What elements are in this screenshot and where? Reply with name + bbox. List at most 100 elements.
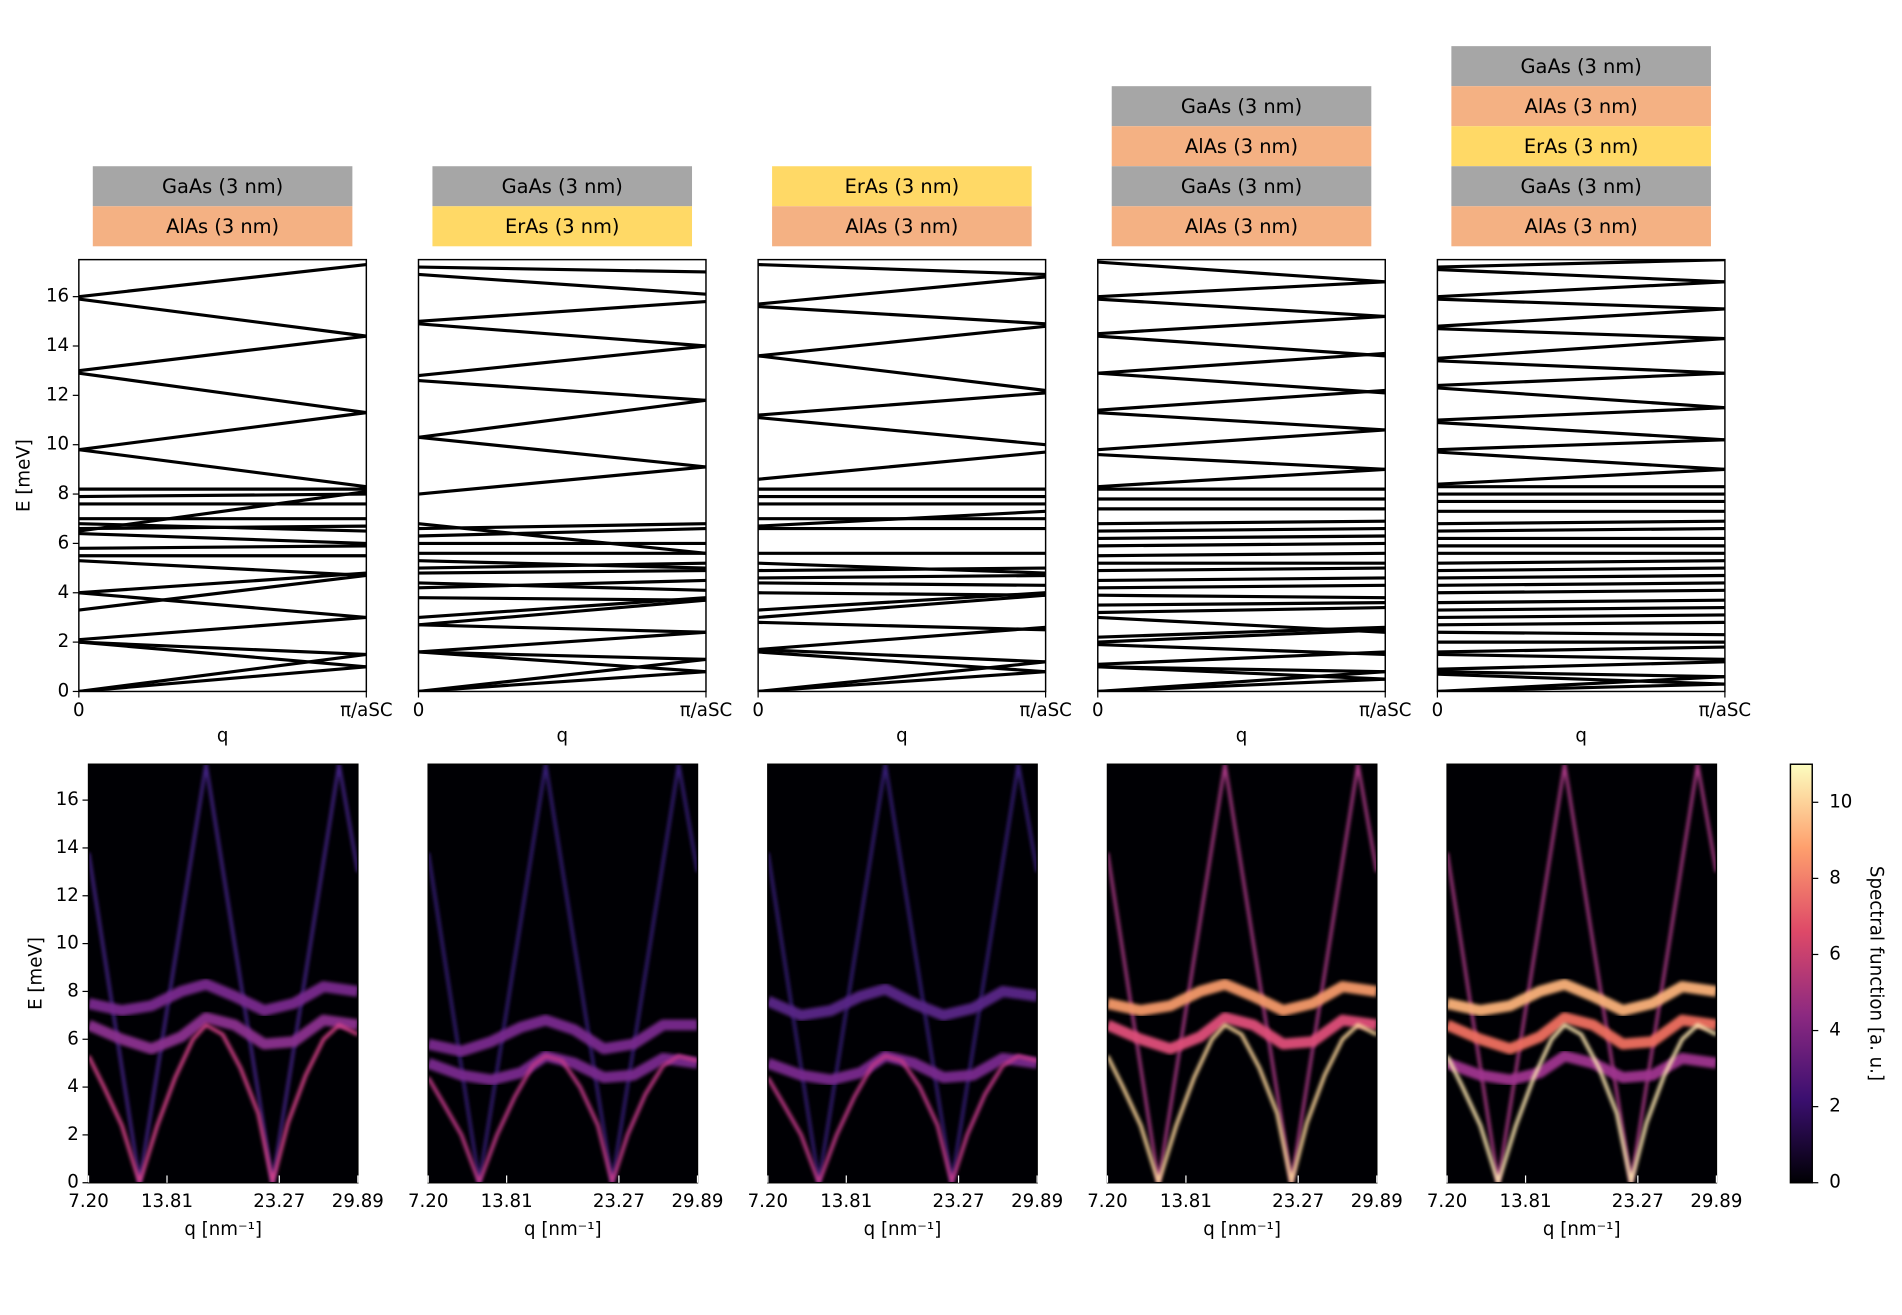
x-tick-label: 0 [1432,700,1444,721]
plot-area [88,764,358,1183]
band-line [78,544,367,550]
plot-area [1437,259,1725,692]
axes-frame [427,763,699,1184]
band-line [1097,260,1386,284]
band-line [1097,601,1386,607]
band-line [1437,598,1725,605]
band-line [78,559,367,578]
layer-label: AlAs (3 nm) [1185,215,1298,238]
y-tick-label: 0 [58,680,70,701]
layer-label: AlAs (3 nm) [1525,215,1638,238]
band-line [418,398,706,439]
band-line [1437,371,1725,388]
band-line [758,450,1046,481]
band-line [1437,675,1725,692]
band-line [1437,660,1725,671]
band-line [1097,411,1386,432]
spectral-feature [1107,978,1377,1017]
band-line [1097,314,1386,336]
colorbar-tick-label: 10 [1829,791,1852,812]
x-axis-label: q [nm⁻¹] [864,1219,942,1240]
layer-box [1451,206,1711,247]
layer-box [92,206,353,247]
x-axis-label: q [217,725,229,746]
band-line [418,578,706,590]
axes-frame [1446,763,1718,1184]
axes-frame [78,258,368,693]
spectral-feature [88,1023,358,1183]
heatmap-background [1447,764,1717,1183]
band-line [418,581,706,592]
axes-frame [757,258,1047,693]
band-line [418,300,706,323]
band-line [1097,670,1386,692]
band-line [758,262,1046,277]
colorbar-tick-label: 6 [1829,943,1841,964]
band-line [1097,351,1386,375]
y-tick-label: 4 [67,1076,79,1097]
plot-area [1097,260,1386,692]
band-line [78,531,367,545]
y-tick-label: 6 [67,1028,79,1049]
axes-frame [767,763,1038,1184]
band-line [1437,630,1725,637]
y-tick-label: 12 [56,885,79,906]
layer-label: GaAs (3 nm) [1521,175,1642,198]
band-line [78,571,367,595]
spectral-feature [428,1054,698,1183]
layer-label: AlAs (3 nm) [166,215,279,238]
layer-label: GaAs (3 nm) [162,175,283,198]
x-tick-label: 23.27 [933,1191,985,1212]
band-line [1097,605,1386,615]
x-tick-label: 23.27 [1272,1191,1324,1212]
band-line [78,640,367,657]
plot-area [758,262,1046,692]
band-line [1097,428,1386,452]
axes-frame [417,258,707,693]
layer-label: ErAs (3 nm) [505,215,620,238]
spectral-feature [767,1054,1038,1183]
axes-frame [1106,763,1378,1184]
y-tick-label: 6 [58,532,70,553]
band-line [758,620,1046,632]
x-axis-label: q [nm⁻¹] [1203,1219,1281,1240]
band-line [78,263,367,299]
plot-area [78,263,367,692]
x-axis-label: q [1236,725,1248,746]
layer-box [1111,86,1372,127]
band-line [1437,450,1725,471]
band-line [78,665,367,692]
band-line [78,371,367,415]
y-tick-label: 16 [56,789,79,810]
x-tick-label: 29.89 [332,1191,384,1212]
band-line [1097,583,1386,590]
band-line [78,615,367,642]
band-line [1437,359,1725,375]
y-axis-label: E [meV] [13,439,34,512]
spectral-feature [88,1012,358,1055]
band-line [78,652,367,692]
band-line [758,660,1046,692]
band-line [758,275,1046,306]
heatmap-background [1107,764,1377,1183]
band-line [1437,605,1725,612]
x-tick-label: 29.89 [1690,1191,1742,1212]
x-axis-label: q [1575,725,1587,746]
band-line [1437,280,1725,299]
x-axis-label: q [nm⁻¹] [184,1219,262,1240]
spectral-feature [1447,1023,1717,1183]
band-line [1437,259,1725,269]
band-line [1097,576,1386,582]
band-line [1437,588,1725,595]
x-tick-label: 13.81 [141,1191,193,1212]
band-line [1097,280,1386,299]
layer-box [432,206,693,247]
x-axis-label: q [nm⁻¹] [524,1219,602,1240]
band-line [1437,581,1725,587]
band-line [418,522,706,555]
layer-box [1451,86,1711,127]
band-line [418,598,706,627]
band-line [1437,527,1725,533]
layer-box [1451,166,1711,207]
x-axis-label: q [896,725,908,746]
